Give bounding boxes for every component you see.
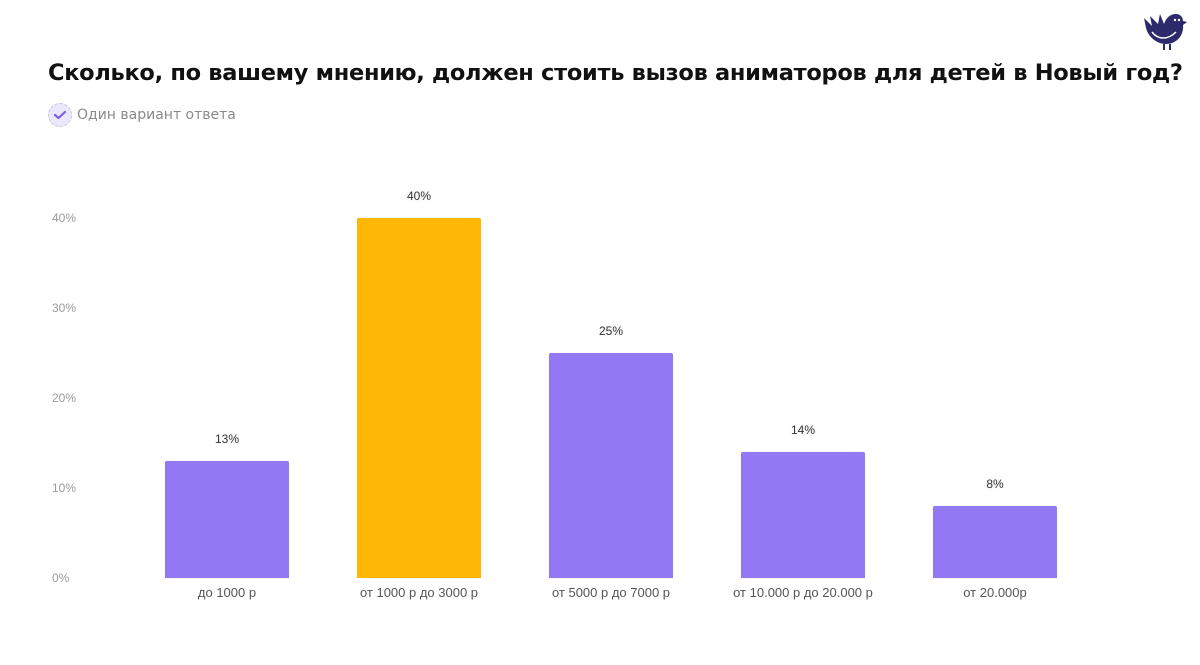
bar-value-label: 8%	[986, 477, 1004, 491]
bar-3	[549, 353, 673, 578]
bar-5	[933, 506, 1057, 578]
answer-type-hint: Один вариант ответа	[48, 102, 236, 128]
y-axis-tick: 20%	[52, 391, 77, 405]
x-axis-category-label: от 20.000р	[963, 585, 1027, 600]
y-axis-tick: 30%	[52, 301, 77, 315]
chart-title: Сколько, по вашему мнению, должен стоить…	[48, 60, 1183, 86]
bar-value-label: 25%	[598, 324, 624, 338]
check-icon	[48, 103, 72, 127]
bar-value-label: 13%	[214, 432, 240, 446]
bar-1	[165, 461, 289, 578]
x-axis-category-label: от 5000 р до 7000 р	[551, 585, 671, 600]
bar-value-label: 40%	[406, 189, 432, 203]
bird-logo-icon	[1140, 8, 1190, 52]
subtitle-text: Один вариант ответа	[77, 107, 236, 123]
x-axis-category-label: от 1000 р до 3000 р	[359, 585, 479, 600]
bar-value-label: 14%	[790, 423, 816, 437]
bar-4	[741, 452, 865, 578]
x-axis-category-label: до 1000 р	[197, 585, 257, 600]
y-axis-tick: 40%	[52, 211, 77, 225]
x-axis-category-label: от 10.000 р до 20.000 р	[733, 585, 873, 600]
y-axis-tick: 0%	[52, 571, 70, 585]
bar-2	[357, 218, 481, 578]
y-axis-tick: 10%	[52, 481, 77, 495]
